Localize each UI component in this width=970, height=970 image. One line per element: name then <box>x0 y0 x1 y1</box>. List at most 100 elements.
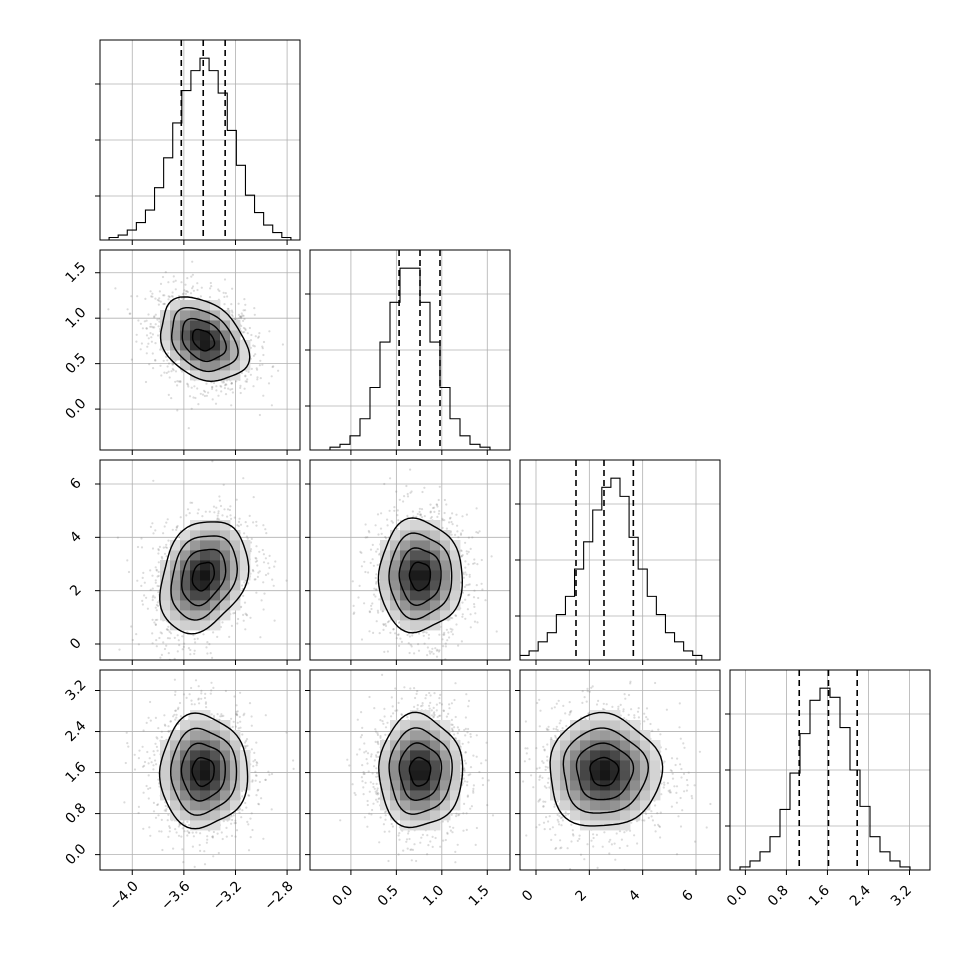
density-cell <box>210 800 221 811</box>
scatter-point <box>182 645 185 649</box>
scatter-point <box>157 299 161 302</box>
scatter-point <box>435 703 438 706</box>
density-cell <box>390 540 401 551</box>
scatter-point <box>236 622 239 625</box>
scatter-point <box>252 344 255 347</box>
scatter-point <box>205 706 208 709</box>
scatter-point <box>416 690 419 693</box>
scatter-point <box>209 652 212 655</box>
scatter-point <box>388 509 391 512</box>
scatter-point <box>397 519 400 522</box>
scatter-point <box>390 715 393 718</box>
scatter-point <box>172 369 175 372</box>
scatter-point <box>472 596 476 599</box>
scatter-point <box>114 287 117 290</box>
scatter-point <box>166 518 169 521</box>
y-tick-label: 2.4 <box>62 718 89 745</box>
scatter-point <box>375 798 378 801</box>
scatter-point <box>195 831 198 834</box>
scatter-point <box>240 315 243 318</box>
scatter-point <box>236 721 239 724</box>
density-cell <box>580 720 591 731</box>
scatter-point <box>181 293 184 296</box>
scatter-point <box>464 571 467 574</box>
scatter-point <box>356 753 359 756</box>
scatter-point <box>475 531 478 534</box>
scatter-point <box>233 516 236 519</box>
scatter-point <box>568 701 571 704</box>
scatter-point <box>435 649 438 652</box>
scatter-point <box>550 736 553 740</box>
scatter-point <box>368 610 371 613</box>
scatter-point <box>221 514 224 517</box>
density-cell <box>160 750 171 761</box>
scatter-point <box>546 759 549 762</box>
scatter-point <box>560 816 563 820</box>
scatter-point <box>261 363 264 366</box>
scatter-point <box>226 508 230 511</box>
scatter-point <box>202 633 205 636</box>
scatter-point <box>623 693 626 696</box>
scatter-point <box>564 814 567 817</box>
y-tick-label: 0.0 <box>62 396 89 423</box>
scatter-point <box>151 632 154 635</box>
density-cell <box>200 600 211 611</box>
density-cell <box>380 550 391 561</box>
axes-frame <box>309 459 511 661</box>
scatter-point <box>681 809 684 812</box>
scatter-point <box>542 805 545 808</box>
scatter-point <box>454 614 457 617</box>
scatter-point <box>162 302 165 306</box>
scatter-point <box>147 342 150 345</box>
scatter-point <box>429 701 432 705</box>
scatter-point <box>371 543 374 547</box>
scatter-point <box>438 697 441 700</box>
scatter-point <box>362 667 364 669</box>
scatter-point <box>225 383 228 386</box>
density-cell <box>180 570 191 581</box>
scatter-point <box>622 710 625 713</box>
scatter-point <box>375 767 378 770</box>
density-cell <box>240 360 251 371</box>
density-cell <box>180 360 191 371</box>
scatter-point <box>388 830 391 833</box>
scatter-point <box>411 634 414 637</box>
scatter-point <box>180 281 183 284</box>
scatter-point <box>378 797 381 800</box>
scatter-point <box>191 845 194 848</box>
scatter-point <box>472 784 475 787</box>
density-cell <box>210 610 221 621</box>
density-cell <box>160 590 171 601</box>
scatter-point <box>363 751 366 754</box>
density-cell <box>440 760 451 771</box>
scatter-point <box>439 693 442 697</box>
density-cell <box>160 780 171 791</box>
scatter-point <box>374 740 377 744</box>
density-cell <box>190 590 201 601</box>
scatter-point <box>243 712 246 715</box>
scatter-point <box>539 774 542 777</box>
scatter-point <box>191 260 194 263</box>
scatter-point <box>467 705 470 708</box>
scatter-point <box>375 588 378 591</box>
scatter-point <box>469 733 472 736</box>
scatter-point <box>141 745 144 748</box>
scatter-point <box>229 388 232 391</box>
scatter-point <box>421 702 424 705</box>
scatter-point <box>197 403 200 406</box>
density-cell <box>180 770 191 781</box>
scatter-point <box>403 495 406 498</box>
scatter-point <box>187 385 190 388</box>
scatter-point <box>373 759 376 762</box>
density-cell <box>420 600 431 611</box>
scatter-point <box>173 713 176 716</box>
density-cell <box>230 360 241 371</box>
density-cell <box>220 310 231 321</box>
density-cell <box>400 740 411 751</box>
scatter-point <box>164 271 167 274</box>
scatter-point <box>235 498 238 501</box>
density-cell <box>410 580 421 591</box>
scatter-point <box>153 596 156 599</box>
scatter-point <box>636 842 639 845</box>
scatter-point <box>204 880 206 882</box>
